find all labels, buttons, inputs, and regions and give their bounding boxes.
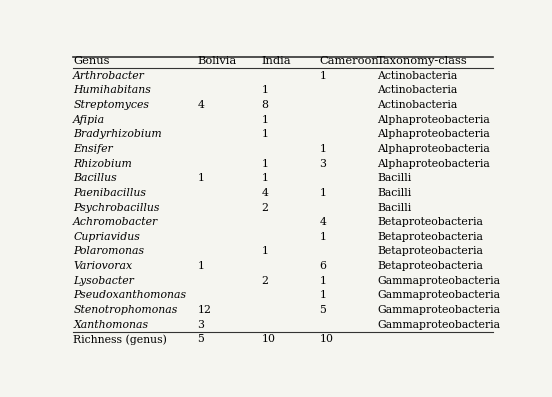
Text: Arthrobacter: Arthrobacter (73, 71, 145, 81)
Text: Actinobacteria: Actinobacteria (377, 71, 457, 81)
Text: Gammaproteobacteria: Gammaproteobacteria (377, 290, 500, 301)
Text: Cupriavidus: Cupriavidus (73, 232, 140, 242)
Text: Lysobacter: Lysobacter (73, 276, 134, 286)
Text: Actinobacteria: Actinobacteria (377, 85, 457, 95)
Text: Alphaproteobacteria: Alphaproteobacteria (377, 129, 490, 139)
Text: Humihabitans: Humihabitans (73, 85, 151, 95)
Text: 1: 1 (319, 276, 326, 286)
Text: Gammaproteobacteria: Gammaproteobacteria (377, 305, 500, 315)
Text: Xanthomonas: Xanthomonas (73, 320, 148, 330)
Text: 1: 1 (262, 173, 268, 183)
Text: Alphaproteobacteria: Alphaproteobacteria (377, 158, 490, 169)
Text: 1: 1 (262, 85, 268, 95)
Text: India: India (262, 56, 291, 66)
Text: Genus: Genus (73, 56, 110, 66)
Text: 10: 10 (262, 334, 275, 344)
Text: Gammaproteobacteria: Gammaproteobacteria (377, 276, 500, 286)
Text: 1: 1 (262, 115, 268, 125)
Text: Streptomyces: Streptomyces (73, 100, 149, 110)
Text: Variovorax: Variovorax (73, 261, 132, 271)
Text: 1: 1 (319, 290, 326, 301)
Text: 3: 3 (319, 158, 326, 169)
Text: 6: 6 (319, 261, 326, 271)
Text: Stenotrophomonas: Stenotrophomonas (73, 305, 178, 315)
Text: Achromobacter: Achromobacter (73, 217, 158, 227)
Text: 8: 8 (262, 100, 268, 110)
Text: Bacillus: Bacillus (73, 173, 117, 183)
Text: 10: 10 (319, 334, 333, 344)
Text: Richness (genus): Richness (genus) (73, 334, 167, 345)
Text: 4: 4 (262, 188, 268, 198)
Text: 3: 3 (198, 320, 204, 330)
Text: Bolivia: Bolivia (198, 56, 237, 66)
Text: 4: 4 (198, 100, 204, 110)
Text: Paenibacillus: Paenibacillus (73, 188, 146, 198)
Text: Bacilli: Bacilli (377, 173, 411, 183)
Text: Alphaproteobacteria: Alphaproteobacteria (377, 144, 490, 154)
Text: Cameroon: Cameroon (319, 56, 379, 66)
Text: 2: 2 (262, 202, 268, 212)
Text: Alphaproteobacteria: Alphaproteobacteria (377, 115, 490, 125)
Text: Psychrobacillus: Psychrobacillus (73, 202, 160, 212)
Text: Betaproteobacteria: Betaproteobacteria (377, 232, 483, 242)
Text: Betaproteobacteria: Betaproteobacteria (377, 217, 483, 227)
Text: 1: 1 (319, 71, 326, 81)
Text: 1: 1 (262, 247, 268, 256)
Text: Betaproteobacteria: Betaproteobacteria (377, 247, 483, 256)
Text: 1: 1 (198, 173, 204, 183)
Text: Betaproteobacteria: Betaproteobacteria (377, 261, 483, 271)
Text: Rhizobium: Rhizobium (73, 158, 132, 169)
Text: Ensifer: Ensifer (73, 144, 113, 154)
Text: Polaromonas: Polaromonas (73, 247, 145, 256)
Text: Taxonomy-class: Taxonomy-class (377, 56, 468, 66)
Text: Gammaproteobacteria: Gammaproteobacteria (377, 320, 500, 330)
Text: 1: 1 (319, 232, 326, 242)
Text: Afipia: Afipia (73, 115, 105, 125)
Text: 4: 4 (319, 217, 326, 227)
Text: 1: 1 (319, 144, 326, 154)
Text: Bacilli: Bacilli (377, 202, 411, 212)
Text: Bradyrhizobium: Bradyrhizobium (73, 129, 162, 139)
Text: 1: 1 (319, 188, 326, 198)
Text: 1: 1 (198, 261, 204, 271)
Text: 5: 5 (319, 305, 326, 315)
Text: 1: 1 (262, 129, 268, 139)
Text: 12: 12 (198, 305, 211, 315)
Text: Pseudoxanthomonas: Pseudoxanthomonas (73, 290, 187, 301)
Text: 5: 5 (198, 334, 204, 344)
Text: Actinobacteria: Actinobacteria (377, 100, 457, 110)
Text: 1: 1 (262, 158, 268, 169)
Text: 2: 2 (262, 276, 268, 286)
Text: Bacilli: Bacilli (377, 188, 411, 198)
